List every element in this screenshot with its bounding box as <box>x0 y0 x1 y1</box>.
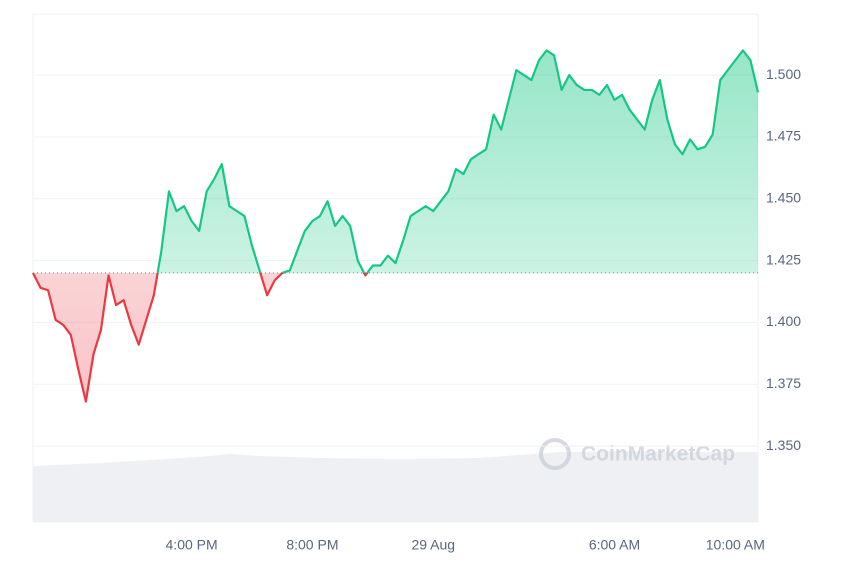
x-tick-label: 10:00 AM <box>706 537 765 553</box>
area-up <box>33 50 758 273</box>
x-tick-label: 4:00 PM <box>166 537 218 553</box>
watermark-text: CoinMarketCap <box>581 443 735 466</box>
y-tick-label: 1.375 <box>766 375 801 391</box>
volume-area <box>33 451 758 522</box>
price-line-down <box>32 272 369 403</box>
x-tick-label: 8:00 PM <box>286 537 338 553</box>
watermark: CoinMarketCap <box>539 438 735 470</box>
y-tick-label: 1.475 <box>766 128 801 144</box>
area-down <box>33 272 368 402</box>
x-tick-label: 6:00 AM <box>589 537 640 553</box>
watermark-logo <box>539 438 571 470</box>
y-tick-label: 1.500 <box>766 66 801 82</box>
x-tick-label: 29 Aug <box>411 537 455 553</box>
y-tick-label: 1.450 <box>766 189 801 205</box>
y-tick-label: 1.425 <box>766 251 801 267</box>
price-line-up <box>33 49 760 273</box>
y-tick-label: 1.400 <box>766 313 801 329</box>
y-tick-label: 1.350 <box>766 437 801 453</box>
